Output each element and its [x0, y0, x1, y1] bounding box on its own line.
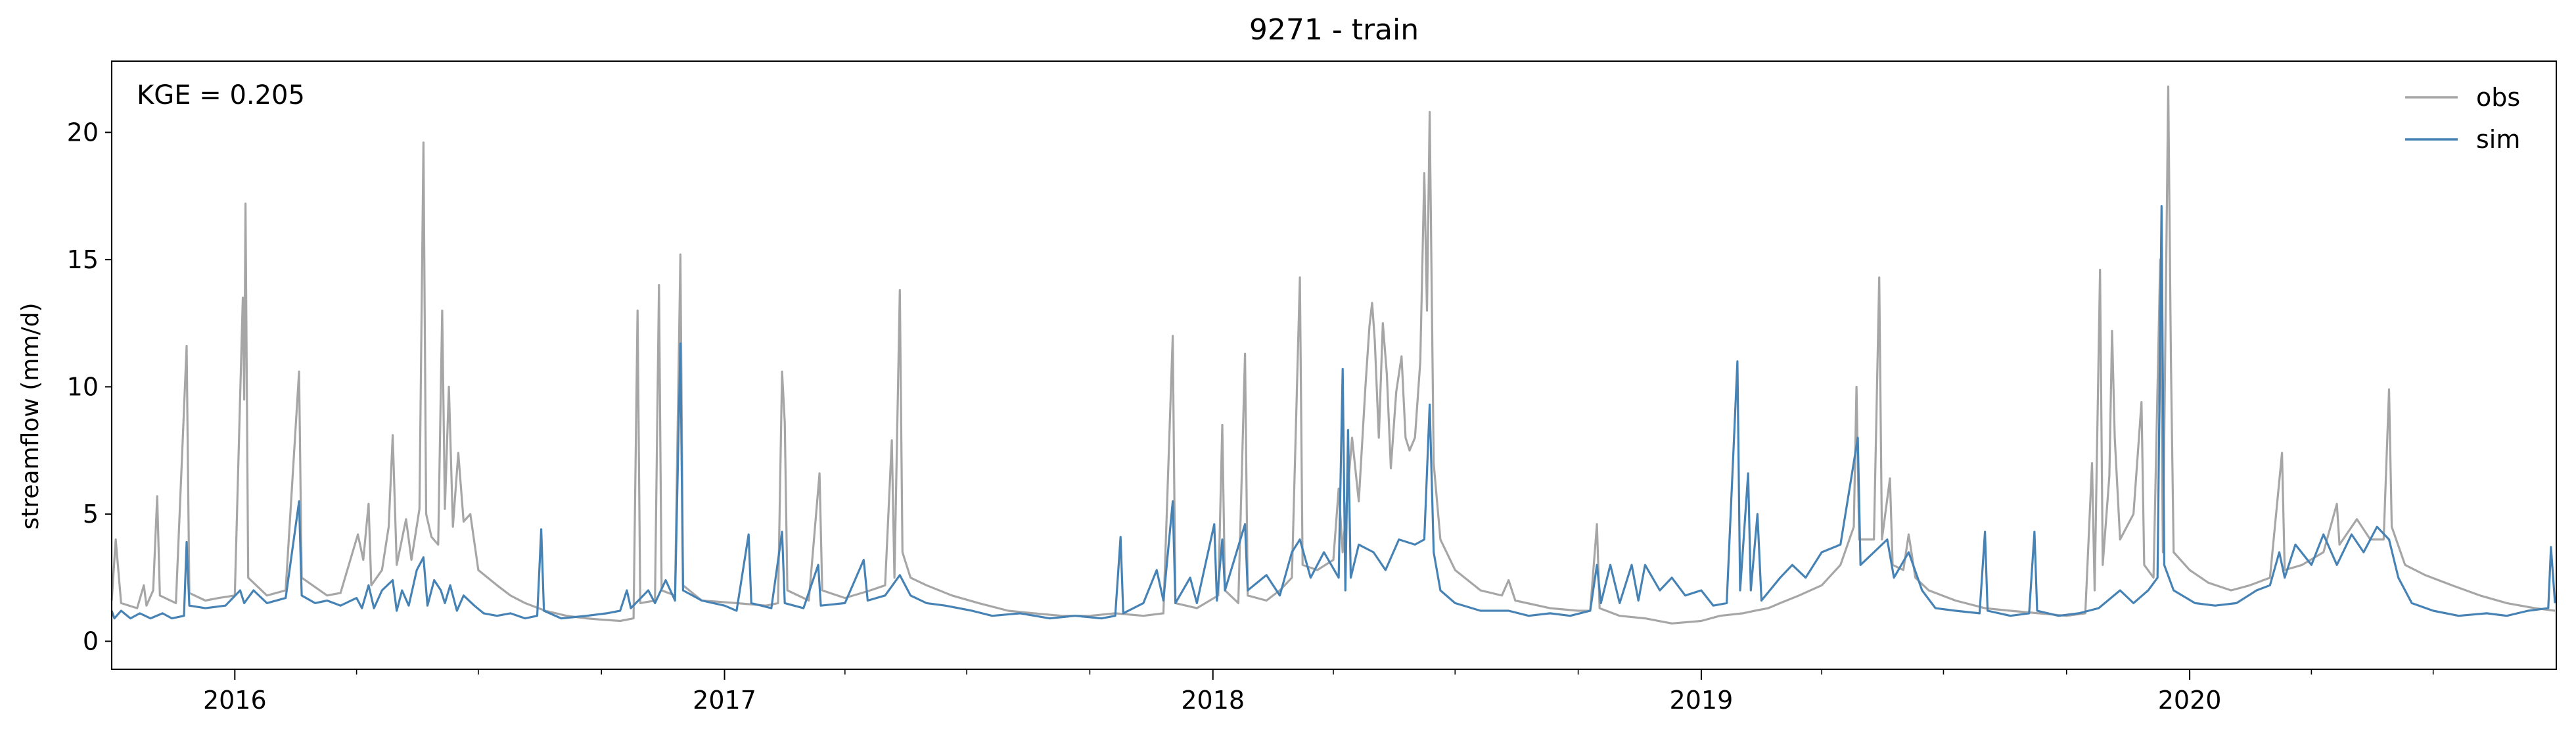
- y-tick-label: 20: [67, 118, 99, 147]
- kge-annotation: KGE = 0.205: [137, 80, 305, 110]
- y-tick-label: 10: [67, 372, 99, 401]
- series-line-obs: [110, 85, 2556, 625]
- legend-label-sim: sim: [2476, 125, 2520, 154]
- x-tick-label: 2018: [1181, 686, 1245, 715]
- y-tick-label: 15: [67, 245, 99, 274]
- y-tick-label: 5: [83, 500, 99, 529]
- y-tick-label: 0: [83, 627, 99, 655]
- series-line-sim: [110, 205, 2556, 620]
- plot-area: 0 5 10 15 20 2016 2017 2018 2019 2020: [67, 60, 2557, 715]
- y-axis-label: streamflow (mm/d): [17, 303, 44, 530]
- x-tick-label: 2019: [1670, 686, 1734, 715]
- axes-frame: [111, 60, 2557, 670]
- x-tick-label: 2017: [693, 686, 756, 715]
- x-tick-label: 2016: [203, 686, 267, 715]
- x-tick-label: 2020: [2158, 686, 2222, 715]
- legend-label-obs: obs: [2476, 83, 2520, 112]
- chart-title: 9271 - train: [1249, 13, 1419, 47]
- legend: obs sim: [2405, 83, 2520, 154]
